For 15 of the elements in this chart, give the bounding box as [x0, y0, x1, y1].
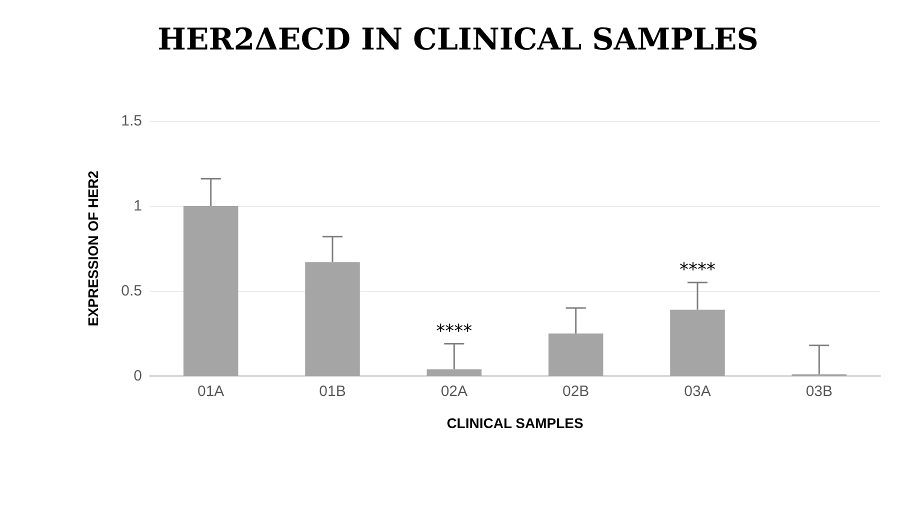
x-tick-label: 01B	[319, 383, 346, 400]
y-tick-label: 0	[134, 368, 142, 384]
x-tick-label: 02A	[440, 383, 468, 400]
x-axis-title: CLINICAL SAMPLES	[446, 415, 584, 431]
y-tick-label: 1.5	[121, 112, 142, 130]
y-axis-title: EXPRESSION OF HER2	[85, 170, 101, 326]
annotation: ****	[680, 260, 716, 281]
x-tick-label: 03B	[806, 383, 833, 400]
annotation: ****	[436, 320, 472, 342]
chart-title: HER2ΔECD IN CLINICAL SAMPLES	[158, 22, 758, 58]
y-tick-label: 0.5	[121, 282, 142, 300]
y-tick-label: 1	[134, 198, 142, 214]
x-tick-label: 02B	[562, 383, 590, 400]
x-tick-label: 01A	[197, 383, 224, 400]
x-tick-label: 03A	[684, 383, 711, 400]
